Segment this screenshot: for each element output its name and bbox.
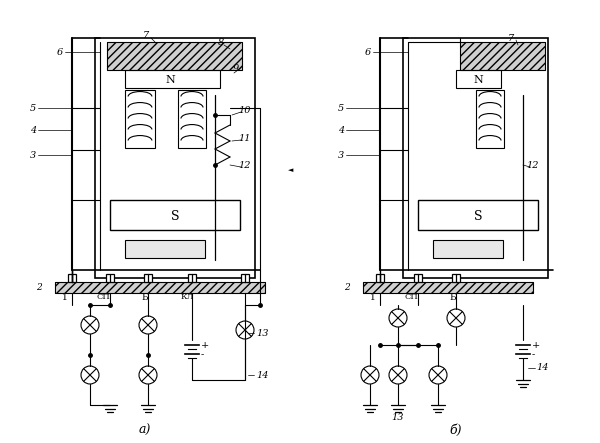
Text: 14: 14 (256, 370, 269, 380)
Text: 4: 4 (30, 125, 36, 135)
Text: +: + (532, 342, 540, 350)
Text: 7: 7 (508, 34, 514, 43)
Bar (460, 42, 545, 70)
Bar (363, 282, 533, 293)
Bar (476, 90, 504, 148)
Bar (452, 274, 460, 282)
Bar (376, 274, 384, 282)
Bar (125, 90, 155, 148)
Bar (403, 38, 548, 278)
Text: -: - (532, 350, 535, 360)
Text: ◄: ◄ (289, 166, 293, 174)
Text: 5: 5 (338, 104, 344, 113)
Text: 4: 4 (338, 125, 344, 135)
Text: а): а) (139, 424, 151, 436)
Text: 3: 3 (338, 151, 344, 159)
Text: Б: Б (142, 292, 148, 302)
Bar (106, 274, 114, 282)
Bar (456, 70, 501, 88)
Bar (460, 42, 545, 70)
Text: 1: 1 (370, 292, 376, 302)
Text: 6: 6 (365, 47, 371, 57)
Text: 2: 2 (344, 283, 350, 291)
Bar (144, 274, 152, 282)
Text: 3: 3 (30, 151, 36, 159)
Bar (107, 42, 242, 70)
Text: СП: СП (96, 293, 110, 301)
Text: 9: 9 (233, 63, 239, 73)
Bar (55, 282, 265, 293)
Bar (107, 42, 242, 70)
Text: КЛ: КЛ (180, 293, 194, 301)
Text: 12: 12 (526, 160, 539, 170)
Text: 10: 10 (238, 105, 251, 114)
Bar (363, 282, 533, 293)
Bar (178, 90, 206, 148)
Bar (68, 274, 76, 282)
Bar (125, 70, 220, 88)
Bar (418, 200, 538, 230)
Text: +: + (201, 342, 209, 350)
Bar (110, 200, 240, 230)
Text: 5: 5 (30, 104, 36, 113)
Bar (414, 274, 422, 282)
Text: 7: 7 (143, 31, 149, 39)
Bar (241, 274, 249, 282)
Text: N: N (473, 75, 483, 85)
Text: S: S (171, 210, 179, 222)
Text: S: S (474, 210, 482, 222)
Text: 1: 1 (62, 292, 68, 302)
Bar (433, 240, 503, 258)
Bar (55, 282, 265, 293)
Text: N: N (165, 75, 175, 85)
Text: б): б) (450, 424, 462, 436)
Text: 8: 8 (218, 38, 224, 47)
Text: 2: 2 (36, 283, 42, 291)
Bar (125, 240, 205, 258)
Text: 13: 13 (256, 329, 269, 338)
Text: Б: Б (449, 292, 457, 302)
Text: 11: 11 (238, 133, 251, 143)
Bar (95, 38, 255, 278)
Text: 12: 12 (238, 160, 251, 170)
Bar (188, 274, 196, 282)
Text: 14: 14 (536, 364, 548, 373)
Text: 13: 13 (392, 413, 404, 423)
Text: 6: 6 (57, 47, 63, 57)
Text: СП: СП (404, 293, 418, 301)
Text: -: - (201, 350, 204, 360)
